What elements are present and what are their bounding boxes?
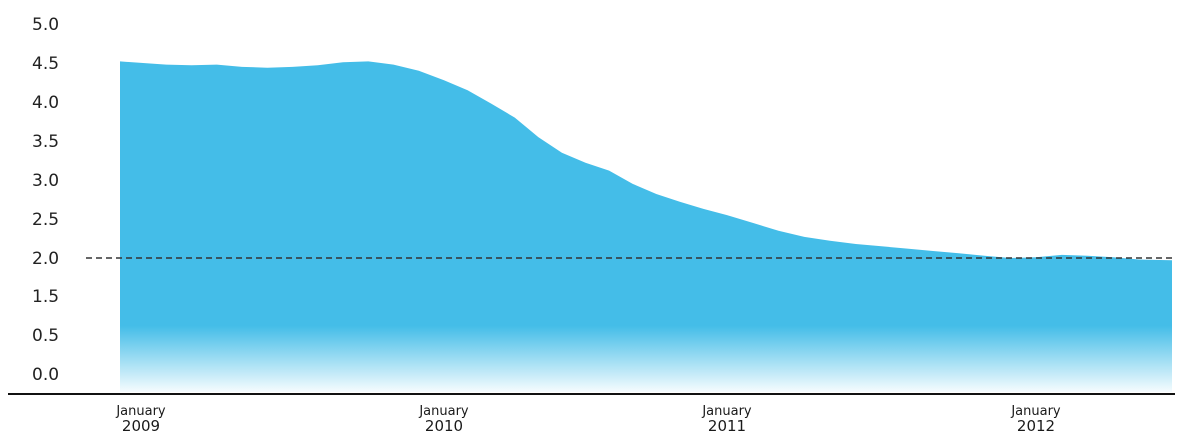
x-tick-label: January 2012	[1010, 404, 1061, 433]
series-area	[120, 61, 1172, 393]
area-layer	[120, 61, 1172, 393]
y-tick-label: 0.0	[32, 365, 59, 385]
y-tick-label: 2.5	[32, 210, 59, 230]
x-tick-label: January 2009	[115, 404, 166, 433]
y-axis-ticks: 5.0 4.5 4.0 3.5 3.0 2.5 2.0 1.5 0.5 0.0	[32, 15, 59, 385]
y-tick-label: 0.5	[32, 326, 59, 346]
y-tick-label: 3.5	[32, 132, 59, 152]
x-axis-ticks: January 2009 January 2010 January 2011 January…	[115, 404, 1061, 433]
y-tick-label: 2.0	[32, 249, 59, 269]
x-tick-label: January 2011	[701, 404, 752, 433]
x-tick-label: January 2010	[418, 404, 469, 433]
y-tick-label: 3.0	[32, 171, 59, 191]
y-tick-label: 4.5	[32, 54, 59, 74]
y-tick-label: 4.0	[32, 93, 59, 113]
y-tick-label: 1.5	[32, 287, 59, 307]
y-tick-label: 5.0	[32, 15, 59, 35]
